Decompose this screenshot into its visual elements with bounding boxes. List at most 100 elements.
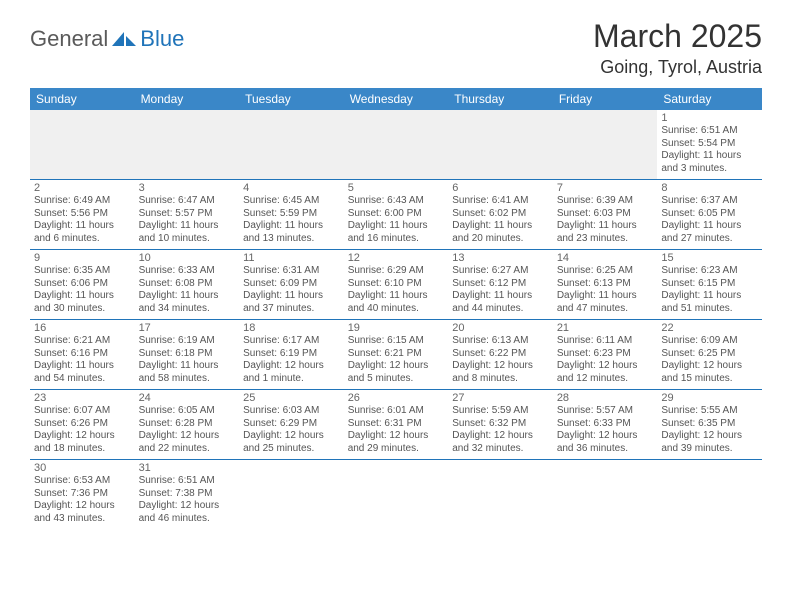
day-info: Sunrise: 5:59 AMSunset: 6:32 PMDaylight:… — [452, 405, 549, 455]
day-cell: 18Sunrise: 6:17 AMSunset: 6:19 PMDayligh… — [239, 320, 344, 390]
day-info: Sunrise: 6:45 AMSunset: 5:59 PMDaylight:… — [243, 195, 340, 245]
blank-cell — [30, 110, 135, 180]
calendar-table: SundayMondayTuesdayWednesdayThursdayFrid… — [30, 88, 762, 529]
calendar-week: 2Sunrise: 6:49 AMSunset: 5:56 PMDaylight… — [30, 180, 762, 250]
day-number: 8 — [661, 182, 758, 194]
day-info: Sunrise: 6:09 AMSunset: 6:25 PMDaylight:… — [661, 335, 758, 385]
day-cell: 5Sunrise: 6:43 AMSunset: 6:00 PMDaylight… — [344, 180, 449, 250]
day-number: 9 — [34, 252, 131, 264]
day-cell: 6Sunrise: 6:41 AMSunset: 6:02 PMDaylight… — [448, 180, 553, 250]
blank-cell — [135, 110, 240, 180]
day-number: 11 — [243, 252, 340, 264]
day-number: 22 — [661, 322, 758, 334]
day-number: 10 — [139, 252, 236, 264]
day-cell: 22Sunrise: 6:09 AMSunset: 6:25 PMDayligh… — [657, 320, 762, 390]
day-header-saturday: Saturday — [657, 88, 762, 110]
day-info: Sunrise: 6:49 AMSunset: 5:56 PMDaylight:… — [34, 195, 131, 245]
day-number: 29 — [661, 392, 758, 404]
logo-sail-icon — [110, 30, 140, 48]
day-header-monday: Monday — [135, 88, 240, 110]
day-number: 12 — [348, 252, 445, 264]
blank-cell — [239, 110, 344, 180]
day-info: Sunrise: 6:43 AMSunset: 6:00 PMDaylight:… — [348, 195, 445, 245]
logo: General Blue — [30, 26, 184, 52]
day-info: Sunrise: 6:29 AMSunset: 6:10 PMDaylight:… — [348, 265, 445, 315]
day-cell: 14Sunrise: 6:25 AMSunset: 6:13 PMDayligh… — [553, 250, 658, 320]
day-info: Sunrise: 6:31 AMSunset: 6:09 PMDaylight:… — [243, 265, 340, 315]
day-number: 2 — [34, 182, 131, 194]
blank-cell — [239, 460, 344, 530]
day-info: Sunrise: 6:01 AMSunset: 6:31 PMDaylight:… — [348, 405, 445, 455]
day-info: Sunrise: 6:51 AMSunset: 7:38 PMDaylight:… — [139, 475, 236, 525]
day-info: Sunrise: 6:05 AMSunset: 6:28 PMDaylight:… — [139, 405, 236, 455]
day-number: 27 — [452, 392, 549, 404]
day-cell: 13Sunrise: 6:27 AMSunset: 6:12 PMDayligh… — [448, 250, 553, 320]
day-number: 21 — [557, 322, 654, 334]
day-info: Sunrise: 6:13 AMSunset: 6:22 PMDaylight:… — [452, 335, 549, 385]
day-header-row: SundayMondayTuesdayWednesdayThursdayFrid… — [30, 88, 762, 110]
day-cell: 20Sunrise: 6:13 AMSunset: 6:22 PMDayligh… — [448, 320, 553, 390]
calendar-head: SundayMondayTuesdayWednesdayThursdayFrid… — [30, 88, 762, 110]
day-header-wednesday: Wednesday — [344, 88, 449, 110]
day-cell: 15Sunrise: 6:23 AMSunset: 6:15 PMDayligh… — [657, 250, 762, 320]
day-number: 31 — [139, 462, 236, 474]
day-number: 15 — [661, 252, 758, 264]
day-number: 19 — [348, 322, 445, 334]
day-cell: 29Sunrise: 5:55 AMSunset: 6:35 PMDayligh… — [657, 390, 762, 460]
day-info: Sunrise: 6:11 AMSunset: 6:23 PMDaylight:… — [557, 335, 654, 385]
day-cell: 17Sunrise: 6:19 AMSunset: 6:18 PMDayligh… — [135, 320, 240, 390]
day-number: 28 — [557, 392, 654, 404]
day-info: Sunrise: 6:33 AMSunset: 6:08 PMDaylight:… — [139, 265, 236, 315]
day-number: 13 — [452, 252, 549, 264]
blank-cell — [553, 460, 658, 530]
day-cell: 25Sunrise: 6:03 AMSunset: 6:29 PMDayligh… — [239, 390, 344, 460]
title-block: March 2025 Going, Tyrol, Austria — [593, 18, 762, 78]
day-cell: 7Sunrise: 6:39 AMSunset: 6:03 PMDaylight… — [553, 180, 658, 250]
day-number: 14 — [557, 252, 654, 264]
day-info: Sunrise: 6:25 AMSunset: 6:13 PMDaylight:… — [557, 265, 654, 315]
day-cell: 21Sunrise: 6:11 AMSunset: 6:23 PMDayligh… — [553, 320, 658, 390]
day-number: 3 — [139, 182, 236, 194]
page-header: General Blue March 2025 Going, Tyrol, Au… — [0, 0, 792, 88]
day-info: Sunrise: 6:15 AMSunset: 6:21 PMDaylight:… — [348, 335, 445, 385]
day-cell: 1Sunrise: 6:51 AMSunset: 5:54 PMDaylight… — [657, 110, 762, 180]
day-info: Sunrise: 6:23 AMSunset: 6:15 PMDaylight:… — [661, 265, 758, 315]
day-info: Sunrise: 6:37 AMSunset: 6:05 PMDaylight:… — [661, 195, 758, 245]
location: Going, Tyrol, Austria — [593, 57, 762, 78]
calendar-week: 9Sunrise: 6:35 AMSunset: 6:06 PMDaylight… — [30, 250, 762, 320]
day-cell: 10Sunrise: 6:33 AMSunset: 6:08 PMDayligh… — [135, 250, 240, 320]
day-info: Sunrise: 6:19 AMSunset: 6:18 PMDaylight:… — [139, 335, 236, 385]
day-cell: 31Sunrise: 6:51 AMSunset: 7:38 PMDayligh… — [135, 460, 240, 530]
day-info: Sunrise: 6:21 AMSunset: 6:16 PMDaylight:… — [34, 335, 131, 385]
day-header-friday: Friday — [553, 88, 658, 110]
day-number: 25 — [243, 392, 340, 404]
day-cell: 27Sunrise: 5:59 AMSunset: 6:32 PMDayligh… — [448, 390, 553, 460]
day-cell: 4Sunrise: 6:45 AMSunset: 5:59 PMDaylight… — [239, 180, 344, 250]
day-cell: 8Sunrise: 6:37 AMSunset: 6:05 PMDaylight… — [657, 180, 762, 250]
calendar-week: 23Sunrise: 6:07 AMSunset: 6:26 PMDayligh… — [30, 390, 762, 460]
day-cell: 2Sunrise: 6:49 AMSunset: 5:56 PMDaylight… — [30, 180, 135, 250]
day-info: Sunrise: 5:55 AMSunset: 6:35 PMDaylight:… — [661, 405, 758, 455]
month-title: March 2025 — [593, 18, 762, 55]
day-info: Sunrise: 6:35 AMSunset: 6:06 PMDaylight:… — [34, 265, 131, 315]
day-info: Sunrise: 6:17 AMSunset: 6:19 PMDaylight:… — [243, 335, 340, 385]
day-header-sunday: Sunday — [30, 88, 135, 110]
day-number: 24 — [139, 392, 236, 404]
logo-text-blue: Blue — [140, 26, 184, 52]
day-cell: 9Sunrise: 6:35 AMSunset: 6:06 PMDaylight… — [30, 250, 135, 320]
calendar-week: 16Sunrise: 6:21 AMSunset: 6:16 PMDayligh… — [30, 320, 762, 390]
day-info: Sunrise: 6:51 AMSunset: 5:54 PMDaylight:… — [661, 125, 758, 175]
day-number: 7 — [557, 182, 654, 194]
day-info: Sunrise: 6:47 AMSunset: 5:57 PMDaylight:… — [139, 195, 236, 245]
day-cell: 23Sunrise: 6:07 AMSunset: 6:26 PMDayligh… — [30, 390, 135, 460]
day-header-thursday: Thursday — [448, 88, 553, 110]
blank-cell — [344, 460, 449, 530]
blank-cell — [448, 110, 553, 180]
logo-text-general: General — [30, 26, 108, 52]
day-number: 4 — [243, 182, 340, 194]
calendar-week: 1Sunrise: 6:51 AMSunset: 5:54 PMDaylight… — [30, 110, 762, 180]
day-number: 18 — [243, 322, 340, 334]
day-cell: 24Sunrise: 6:05 AMSunset: 6:28 PMDayligh… — [135, 390, 240, 460]
day-cell: 28Sunrise: 5:57 AMSunset: 6:33 PMDayligh… — [553, 390, 658, 460]
blank-cell — [553, 110, 658, 180]
